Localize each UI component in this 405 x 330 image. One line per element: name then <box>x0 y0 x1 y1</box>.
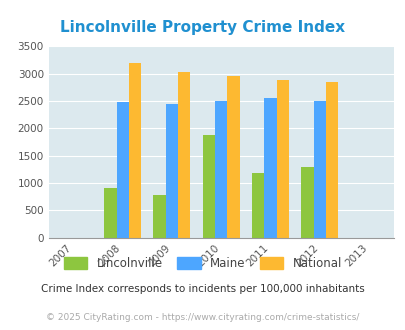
Bar <box>215 101 227 238</box>
Text: Lincolnville Property Crime Index: Lincolnville Property Crime Index <box>60 20 345 35</box>
Bar <box>202 135 215 238</box>
Bar <box>252 173 264 238</box>
Bar <box>153 195 165 238</box>
Bar <box>128 63 141 238</box>
Bar <box>104 188 116 238</box>
Text: Crime Index corresponds to incidents per 100,000 inhabitants: Crime Index corresponds to incidents per… <box>41 284 364 294</box>
Text: © 2025 CityRating.com - https://www.cityrating.com/crime-statistics/: © 2025 CityRating.com - https://www.city… <box>46 313 359 322</box>
Bar <box>276 80 288 238</box>
Bar <box>116 102 128 238</box>
Legend: Lincolnville, Maine, National: Lincolnville, Maine, National <box>64 257 341 270</box>
Bar <box>325 82 337 238</box>
Bar <box>301 167 313 238</box>
Bar <box>264 98 276 238</box>
Bar <box>178 72 190 238</box>
Bar <box>313 101 325 238</box>
Bar <box>165 104 178 238</box>
Bar <box>227 76 239 238</box>
